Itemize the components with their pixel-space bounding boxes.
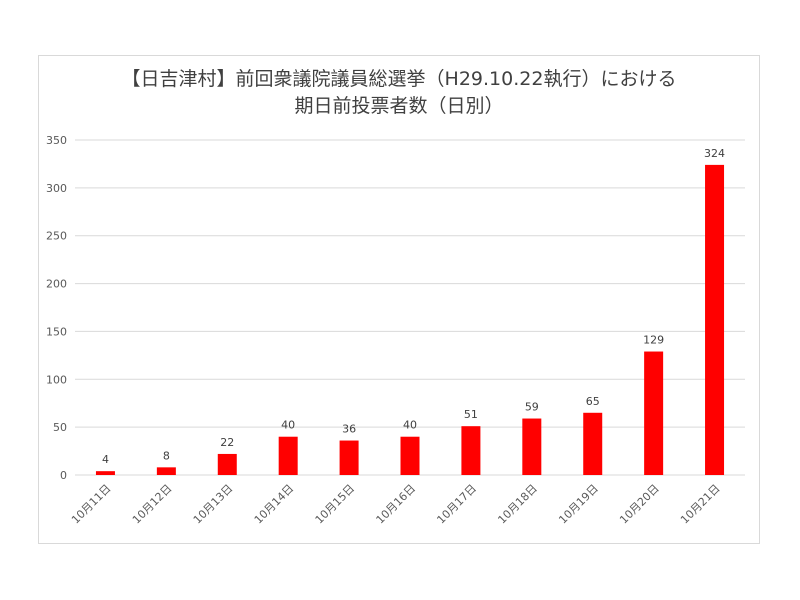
x-tick-label: 10月19日 bbox=[556, 482, 601, 527]
data-label: 4 bbox=[102, 453, 109, 466]
chart-title-block: 【日吉津村】前回衆議院議員総選挙（H29.10.22執行）における 期日前投票者… bbox=[38, 66, 760, 120]
x-tick-label: 10月12日 bbox=[130, 482, 175, 527]
data-label: 129 bbox=[643, 334, 664, 347]
data-label: 8 bbox=[163, 449, 170, 462]
y-tick-label: 350 bbox=[46, 134, 67, 147]
x-tick-label: 10月21日 bbox=[678, 482, 723, 527]
x-tick-label: 10月20日 bbox=[617, 482, 662, 527]
x-tick-label: 10月14日 bbox=[252, 482, 297, 527]
data-label: 22 bbox=[220, 436, 234, 449]
y-tick-label: 250 bbox=[46, 230, 67, 243]
data-label: 324 bbox=[704, 147, 725, 160]
chart-title: 【日吉津村】前回衆議院議員総選挙（H29.10.22執行）における bbox=[121, 68, 677, 90]
x-tick-label: 10月18日 bbox=[495, 482, 540, 527]
bar bbox=[583, 412, 603, 475]
bar bbox=[522, 418, 542, 475]
y-tick-label: 300 bbox=[46, 182, 67, 195]
bar bbox=[400, 436, 420, 475]
x-tick-label: 10月13日 bbox=[191, 482, 236, 527]
y-tick-label: 150 bbox=[46, 325, 67, 338]
bar bbox=[95, 471, 115, 475]
bar bbox=[644, 351, 664, 475]
bar bbox=[217, 453, 237, 475]
x-tick-label: 10月11日 bbox=[69, 482, 114, 527]
y-tick-label: 50 bbox=[53, 421, 67, 434]
y-tick-label: 200 bbox=[46, 278, 67, 291]
data-label: 40 bbox=[403, 419, 417, 432]
x-tick-label: 10月15日 bbox=[313, 482, 358, 527]
chart-frame bbox=[38, 55, 760, 544]
data-label: 36 bbox=[342, 423, 356, 436]
x-tick-label: 10月16日 bbox=[374, 482, 419, 527]
bar bbox=[156, 467, 176, 475]
bar bbox=[461, 426, 481, 475]
data-label: 59 bbox=[525, 401, 539, 414]
bar bbox=[278, 436, 298, 475]
data-label: 65 bbox=[586, 395, 600, 408]
y-tick-label: 100 bbox=[46, 373, 67, 386]
y-tick-label: 0 bbox=[60, 469, 67, 482]
data-label: 51 bbox=[464, 408, 478, 421]
chart-subtitle: 期日前投票者数（日別） bbox=[294, 95, 504, 117]
data-label: 40 bbox=[281, 419, 295, 432]
bar bbox=[705, 164, 725, 475]
x-tick-label: 10月17日 bbox=[434, 482, 479, 527]
bar bbox=[339, 440, 359, 475]
